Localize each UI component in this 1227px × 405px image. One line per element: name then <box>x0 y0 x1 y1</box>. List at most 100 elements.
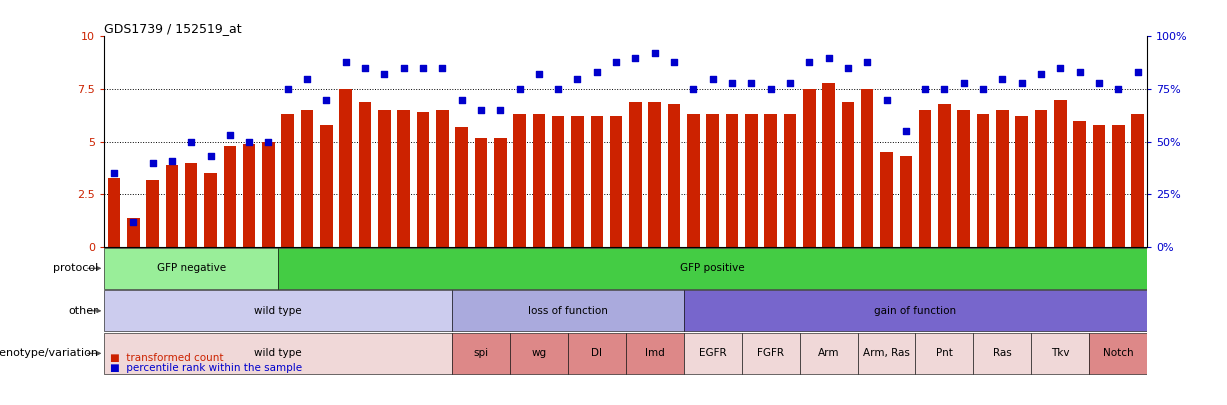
Point <box>626 54 645 61</box>
Bar <box>915 333 973 374</box>
Text: Arm, Ras: Arm, Ras <box>863 348 910 358</box>
Text: Pnt: Pnt <box>936 348 953 358</box>
Point <box>645 50 665 57</box>
Point <box>683 86 703 92</box>
Bar <box>977 114 989 247</box>
Bar <box>764 114 777 247</box>
Bar <box>358 102 372 247</box>
Bar <box>475 138 487 247</box>
Bar <box>784 114 796 247</box>
Bar <box>745 114 757 247</box>
Text: wild type: wild type <box>254 348 302 358</box>
Bar <box>1034 110 1048 247</box>
Bar <box>939 104 951 247</box>
Point <box>915 86 935 92</box>
Text: Dl: Dl <box>591 348 602 358</box>
Text: genotype/variation: genotype/variation <box>0 348 98 358</box>
Bar <box>725 114 739 247</box>
Point <box>896 128 915 134</box>
Text: GFP positive: GFP positive <box>680 263 745 273</box>
Point <box>1108 86 1128 92</box>
Text: Tkv: Tkv <box>1052 348 1070 358</box>
Bar <box>842 102 854 247</box>
Bar <box>552 117 564 247</box>
Bar <box>204 173 217 247</box>
Point <box>355 65 374 71</box>
Bar <box>455 127 467 247</box>
Text: wild type: wild type <box>254 306 302 316</box>
Bar <box>667 104 680 247</box>
Point <box>818 54 838 61</box>
Point <box>587 69 606 75</box>
Bar <box>707 114 719 247</box>
Bar <box>822 83 834 247</box>
Point <box>201 153 221 160</box>
Point <box>297 75 317 82</box>
Point <box>761 86 780 92</box>
Bar <box>648 102 661 247</box>
Point <box>993 75 1012 82</box>
Bar <box>301 110 313 247</box>
Point <box>800 58 820 65</box>
Bar <box>320 125 333 247</box>
Bar <box>1131 114 1144 247</box>
Point <box>142 160 162 166</box>
Text: FGFR: FGFR <box>757 348 784 358</box>
Bar <box>398 110 410 247</box>
Point <box>182 139 201 145</box>
Bar <box>996 110 1009 247</box>
Point <box>471 107 491 113</box>
Point <box>317 96 336 103</box>
Point <box>491 107 510 113</box>
Text: ■  transformed count: ■ transformed count <box>110 352 225 362</box>
Bar <box>108 177 120 247</box>
Bar <box>243 144 255 247</box>
Text: Imd: Imd <box>645 348 665 358</box>
Point <box>124 219 144 225</box>
Point <box>876 96 896 103</box>
Point <box>935 86 955 92</box>
Bar <box>687 114 699 247</box>
Bar <box>590 117 604 247</box>
Bar <box>861 89 874 247</box>
Text: Notch: Notch <box>1103 348 1134 358</box>
Bar <box>126 217 140 247</box>
Bar <box>629 102 642 247</box>
Text: protocol: protocol <box>53 263 98 273</box>
Point <box>529 71 548 78</box>
Bar <box>146 180 158 247</box>
Point <box>104 170 124 177</box>
Point <box>664 58 683 65</box>
Bar <box>340 89 352 247</box>
Text: loss of function: loss of function <box>528 306 607 316</box>
Point <box>394 65 413 71</box>
Text: spi: spi <box>474 348 488 358</box>
Bar <box>1016 117 1028 247</box>
Bar <box>494 138 507 247</box>
Bar <box>1093 125 1106 247</box>
Bar <box>281 114 294 247</box>
Bar <box>510 333 568 374</box>
Point <box>953 79 973 86</box>
Bar <box>802 89 816 247</box>
Bar <box>800 333 858 374</box>
Text: ■  percentile rank within the sample: ■ percentile rank within the sample <box>110 363 303 373</box>
Bar <box>973 333 1032 374</box>
Bar <box>104 333 452 374</box>
Bar <box>741 333 800 374</box>
Point <box>279 86 298 92</box>
Bar <box>279 248 1147 289</box>
Bar <box>568 333 626 374</box>
Bar <box>1074 121 1086 247</box>
Text: gain of function: gain of function <box>875 306 957 316</box>
Point <box>858 58 877 65</box>
Bar <box>610 117 622 247</box>
Text: other: other <box>69 306 98 316</box>
Point <box>239 139 259 145</box>
Bar <box>683 290 1147 331</box>
Bar <box>1032 333 1090 374</box>
Point <box>606 58 626 65</box>
Point <box>374 71 394 78</box>
Bar <box>919 110 931 247</box>
Text: Arm: Arm <box>818 348 839 358</box>
